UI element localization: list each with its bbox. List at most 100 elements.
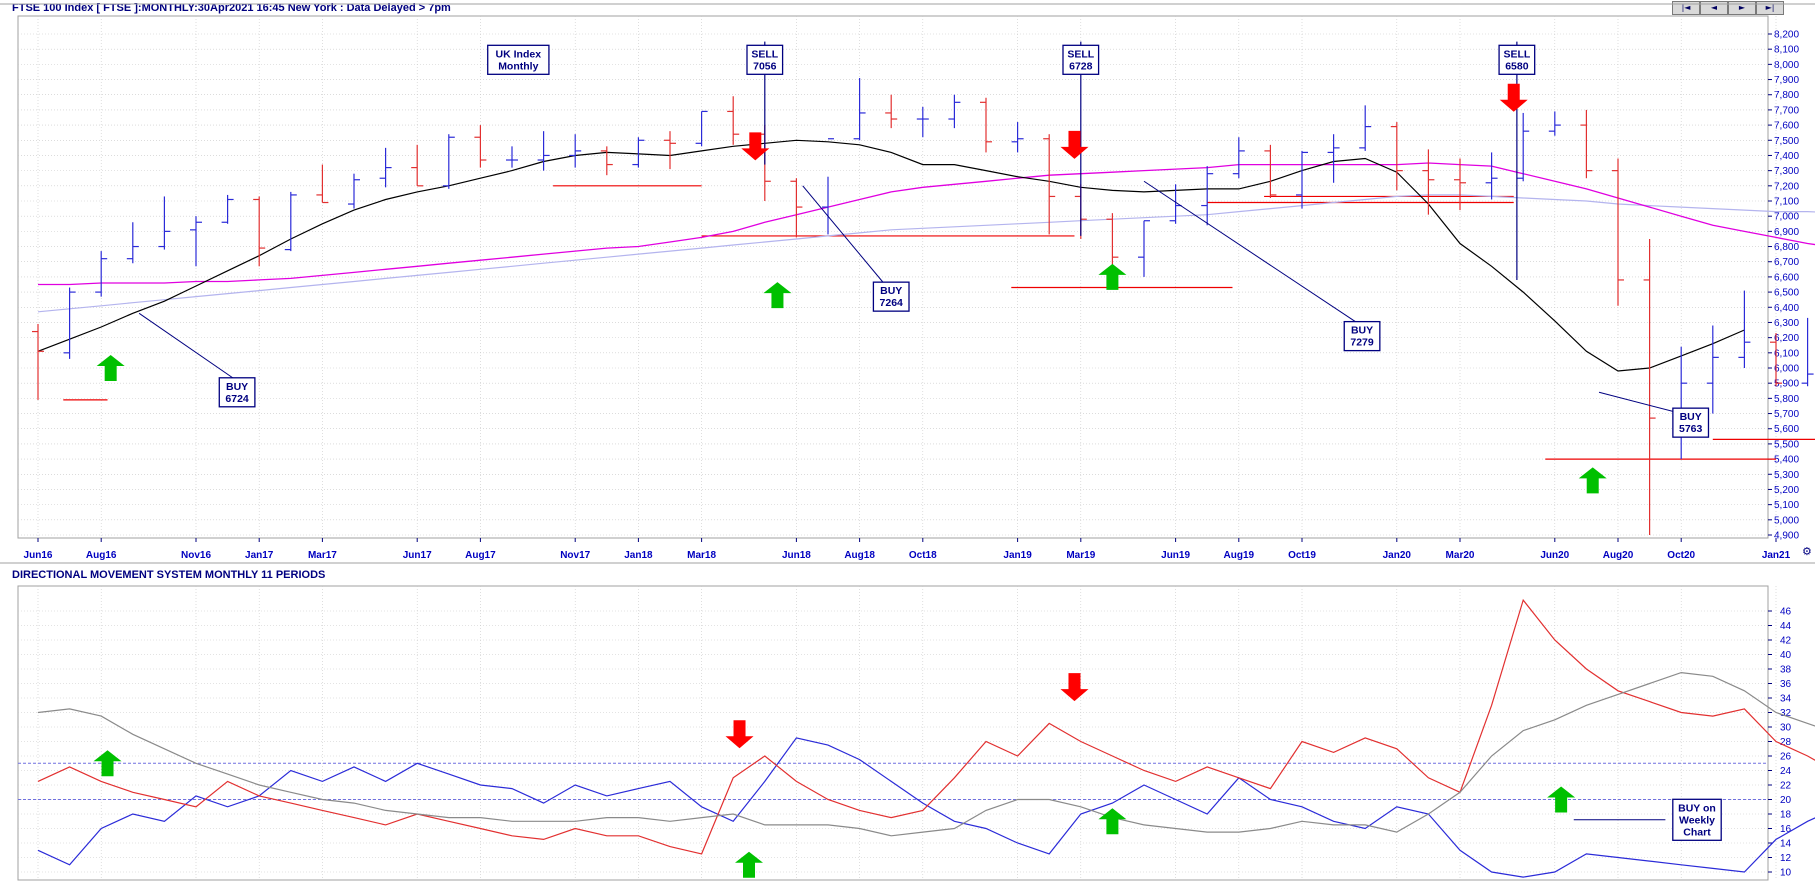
date-axis-label: Aug17: [465, 550, 496, 561]
dmi-axis-label: 40: [1780, 650, 1792, 661]
dmi-buy-arrow-up: [93, 750, 122, 777]
price-axis-label: 8,000: [1774, 60, 1799, 71]
ohlc-bar: [1327, 134, 1340, 183]
annotation-box-frame: [1672, 798, 1722, 841]
dmi-sell-arrow-down: [1060, 673, 1089, 702]
ohlc-bar: [885, 94, 898, 129]
annotation-box-text: 5763: [1679, 423, 1703, 435]
gear-icon[interactable]: ⚙: [1802, 545, 1812, 558]
ohlc-bar: [1043, 134, 1056, 235]
ohlc-bar: [1390, 122, 1403, 191]
date-axis-label: Oct19: [1288, 550, 1316, 561]
ohlc-bar: [853, 78, 866, 141]
annotation-box-text: 7279: [1350, 337, 1374, 349]
ohlc-bar: [1612, 158, 1624, 306]
ohlc-bar: [63, 287, 76, 359]
annotation-box-text: BUY: [880, 285, 902, 297]
ohlc-bar: [1232, 137, 1245, 179]
price-axis-label: 7,400: [1774, 151, 1799, 162]
dmi-axis-label: 36: [1780, 679, 1792, 690]
price-axis-label: 5,100: [1774, 500, 1799, 511]
price-axis-label: 7,600: [1774, 121, 1799, 132]
annotation-leader-line: [1598, 391, 1682, 415]
annotation-box-frame: [218, 377, 256, 408]
annotation-box-frame: [1498, 44, 1536, 75]
dmi-axis-label: 18: [1780, 810, 1792, 821]
annotation-box-text: SELL: [751, 48, 778, 60]
annotation-box-text: 7056: [753, 60, 777, 72]
ohlc-bar: [379, 147, 392, 188]
price-axis-label: 5,700: [1774, 409, 1799, 420]
ohlc-bar: [1011, 122, 1024, 153]
date-axis-label: Jun19: [1161, 550, 1190, 561]
price-axis-label: 8,100: [1774, 45, 1799, 56]
date-axis-label: Nov17: [560, 550, 590, 561]
ohlc-bar: [1296, 150, 1308, 209]
price-axis-label: 5,300: [1774, 470, 1799, 481]
date-axis-label: Jan18: [624, 550, 653, 561]
dmi-buy-arrow-up: [1098, 808, 1127, 835]
price-axis-label: 8,200: [1774, 30, 1799, 41]
price-axis-label: 6,200: [1774, 333, 1799, 344]
annotation-leader-line: [802, 185, 886, 285]
indicator-panel-frame: [17, 585, 1769, 881]
annotation-box-text: BUY: [1351, 325, 1373, 337]
date-axis-label: Mar20: [1446, 550, 1475, 561]
price-axis-label: 7,700: [1774, 105, 1799, 116]
price-axis-label: 6,500: [1774, 288, 1799, 299]
buy-arrow-up: [1098, 263, 1127, 290]
price-axis-label: 5,600: [1774, 424, 1799, 435]
price-axis-label: 7,500: [1774, 136, 1799, 147]
date-axis-label: Nov16: [181, 550, 211, 561]
price-axis-label: 6,400: [1774, 303, 1799, 314]
sell-arrow-down: [1499, 83, 1528, 112]
price-axis-label: 4,900: [1774, 531, 1799, 542]
dmi-axis-label: 14: [1780, 839, 1792, 850]
price-axis-label: 7,300: [1774, 166, 1799, 177]
price-axis-label: 6,900: [1774, 227, 1799, 238]
dmi-sell-arrow-down: [725, 720, 754, 749]
annotation-box-frame: [1343, 320, 1381, 352]
dmi-series-dmi_plus: [37, 737, 1815, 878]
ohlc-bar: [158, 196, 171, 250]
date-axis-label: Aug16: [86, 550, 117, 561]
ohlc-bar: [442, 134, 455, 189]
buy-arrow-up: [96, 355, 125, 381]
price-axis-label: 7,000: [1774, 212, 1799, 223]
ohlc-bar: [916, 106, 929, 138]
ohlc-bar: [1706, 325, 1719, 414]
sell-arrow-down: [1060, 130, 1089, 159]
ohlc-bar: [348, 173, 360, 209]
dmi-buy-arrow-up: [1547, 786, 1576, 813]
ohlc-bar: [253, 196, 266, 267]
price-axis-label: 5,000: [1774, 515, 1799, 526]
dmi-buy-arrow-up: [735, 851, 763, 878]
price-axis-label: 7,100: [1774, 197, 1799, 208]
dmi-series-dmi_minus: [37, 598, 1815, 855]
ohlc-bar: [790, 178, 803, 238]
ohlc-bar: [95, 251, 108, 297]
date-axis-label: Oct20: [1667, 550, 1695, 561]
dmi-series-adx: [37, 671, 1815, 837]
sell-arrow-down: [741, 132, 770, 161]
ohlc-bar: [822, 138, 834, 235]
ohlc-bar: [1485, 152, 1498, 200]
annotation-box-text: SELL: [1503, 48, 1530, 60]
dmi-axis-label: 32: [1780, 708, 1792, 719]
date-axis-label: Jun17: [403, 550, 432, 561]
ohlc-bar: [948, 94, 961, 129]
ohlc-bar: [727, 96, 740, 145]
price-axis-label: 7,800: [1774, 90, 1799, 101]
annotation-box-text: 6728: [1069, 60, 1093, 72]
price-axis-label: 7,900: [1774, 75, 1799, 86]
date-axis-label: Jan19: [1003, 550, 1032, 561]
dmi-axis-label: 26: [1780, 752, 1792, 763]
ohlc-bar: [1201, 166, 1214, 226]
ohlc-bar: [1548, 111, 1561, 136]
ohlc-bar: [600, 146, 613, 176]
